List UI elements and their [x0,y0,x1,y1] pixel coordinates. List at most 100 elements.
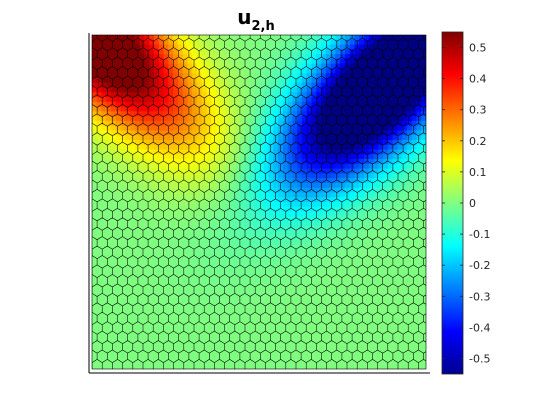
field-cell [411,73,417,79]
field-cell [177,35,184,41]
field-cell [196,120,203,127]
field-cell [201,54,207,60]
field-cell [115,287,122,294]
field-cell [383,187,389,193]
field-cell [373,264,379,270]
field-cell [259,340,265,346]
field-cell [149,330,155,336]
field-cell [206,187,212,193]
field-cell [144,221,150,227]
field-cell [158,77,164,84]
field-cell [297,144,303,150]
field-cell [344,54,351,60]
field-cell [101,58,107,65]
field-cell [421,297,426,303]
field-cell [216,120,222,127]
field-cell [134,154,141,160]
field-cell [106,35,112,41]
field-cell [330,130,336,136]
field-cell [306,302,312,308]
field-cell [125,39,131,45]
field-cell [354,316,360,322]
field-cell [330,254,336,260]
field-cell [134,354,141,360]
field-cell [301,240,308,246]
field-cell [297,116,303,122]
field-cell [321,68,327,74]
field-cell [316,311,322,317]
field-cell [182,149,188,155]
field-cell [278,292,284,298]
field-cell [96,197,102,203]
field-cell [192,197,198,203]
field-cell [387,345,393,351]
field-cell [244,187,250,193]
field-cell [259,240,265,246]
field-cell [373,254,379,260]
field-cell [321,259,327,265]
field-cell [177,135,184,141]
field-cell [387,173,393,179]
field-cell [321,35,327,41]
field-cell [106,154,112,160]
field-cell [335,111,341,117]
field-cell [134,120,141,127]
field-cell [263,278,269,284]
field-cell [421,283,426,289]
field-cell [359,240,365,246]
field-cell [125,139,131,146]
field-cell [211,54,217,60]
field-cell [330,58,336,65]
field-cell [244,211,250,217]
field-cell [96,240,102,246]
field-cell [154,297,160,303]
field-cell [206,139,212,146]
field-cell [158,92,164,98]
field-cell [306,197,312,203]
field-cell [321,202,327,208]
field-cell [111,354,117,360]
field-cell [101,163,107,169]
field-cell [335,335,341,341]
field-cell [344,278,351,284]
mesh-cells [92,35,426,369]
field-cell [130,225,136,232]
field-cell [235,68,241,74]
field-cell [392,302,398,308]
field-cell [278,345,284,351]
field-cell [144,192,150,198]
field-cell [402,58,408,65]
field-cell [101,82,107,88]
field-cell [292,125,298,131]
field-cell [282,178,289,184]
field-cell [187,101,193,107]
field-cell [211,206,217,212]
field-cell [96,101,102,107]
field-cell [263,225,269,232]
field-cell [125,225,131,232]
field-cell [278,97,284,103]
field-cell [416,349,422,356]
field-cell [421,202,426,208]
field-cell [259,259,265,265]
field-cell [273,106,279,112]
field-cell [235,221,241,227]
field-cell [139,154,145,160]
field-cell [163,249,169,255]
field-cell [230,240,236,246]
field-cell [325,225,331,232]
field-cell [206,244,212,251]
field-cell [249,321,255,327]
field-cell [378,345,384,351]
field-cell [349,216,355,222]
field-cell [344,68,351,74]
field-cell [378,39,384,45]
field-cell [306,287,312,294]
field-cell [354,254,360,260]
field-cell [402,354,408,360]
field-cell [282,173,289,179]
field-cell [354,144,360,150]
field-cell [416,283,422,289]
field-cell [249,216,255,222]
field-cell [259,54,265,60]
